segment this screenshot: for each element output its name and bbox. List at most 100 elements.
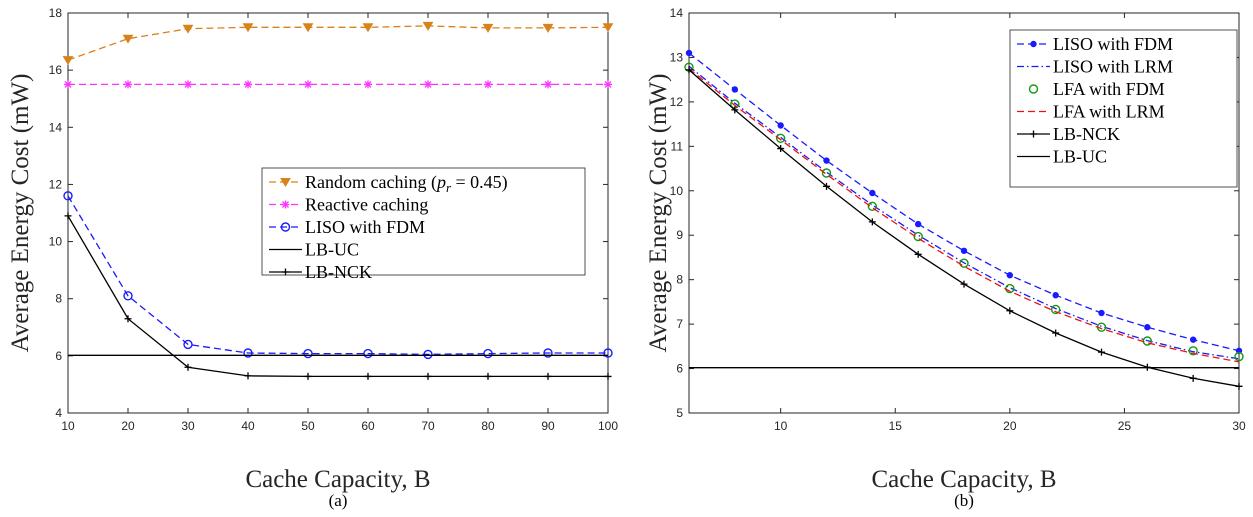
data-point	[484, 372, 492, 380]
series-line	[67, 215, 608, 378]
data-point	[777, 122, 784, 129]
x-tick-label: 20	[121, 419, 135, 433]
y-tick-label: 4	[55, 406, 62, 420]
legend-label: LB-UC	[305, 240, 359, 260]
legend-marker	[280, 222, 291, 232]
data-point	[1188, 346, 1198, 356]
data-point	[602, 23, 614, 33]
legend-item-lfa-with-fdm: LFA with FDM	[1028, 79, 1165, 99]
data-point	[63, 191, 73, 201]
data-point	[1052, 292, 1059, 299]
data-point	[869, 189, 876, 197]
data-point	[604, 372, 612, 380]
legend-marker	[280, 178, 291, 187]
data-point	[1006, 272, 1014, 279]
data-point	[422, 21, 434, 31]
y-tick-label: 13	[670, 50, 684, 64]
data-point	[1052, 329, 1060, 337]
x-tick-label: 70	[421, 419, 435, 433]
data-point	[242, 23, 254, 33]
data-point	[302, 23, 314, 33]
data-point	[603, 348, 613, 358]
legend-label: LISO with FDM	[305, 217, 425, 237]
x-tick-label: 50	[301, 419, 315, 433]
data-point	[731, 106, 739, 114]
legend-marker	[282, 268, 289, 276]
y-tick-label: 18	[49, 6, 63, 20]
data-point	[184, 80, 192, 89]
series-lb-nck	[64, 212, 612, 380]
data-point	[867, 201, 878, 212]
series-liso-with-lrm	[688, 65, 1240, 360]
legend-label: Random caching (pr = 0.45)	[305, 172, 508, 195]
series-liso-with-fdm	[685, 49, 1243, 354]
data-point	[913, 231, 923, 242]
series-random-caching-p-r-0-45	[62, 21, 614, 66]
legend-item-random-caching-p-r-0-45: Random caching (pr = 0.45)	[269, 172, 508, 195]
panel-caption: (b)	[954, 491, 974, 510]
data-point	[1050, 304, 1061, 315]
data-point	[244, 80, 252, 89]
legend-label: Reactive caching	[305, 195, 428, 215]
x-tick-label: 60	[361, 419, 375, 433]
data-point	[183, 339, 193, 350]
y-tick-label: 10	[670, 184, 684, 198]
data-point	[124, 315, 132, 323]
x-tick-label: 10	[774, 419, 788, 433]
legend-item-liso-with-fdm: LISO with FDM	[269, 217, 425, 237]
data-point	[243, 348, 253, 358]
legend-box	[261, 167, 586, 276]
y-tick-label: 16	[49, 63, 63, 77]
data-point	[960, 280, 968, 288]
data-point	[777, 145, 785, 153]
data-point	[484, 80, 492, 89]
x-tick-label: 40	[241, 419, 255, 433]
y-tick-label: 7	[676, 317, 683, 331]
data-point	[123, 291, 133, 301]
series-line	[688, 68, 1240, 363]
legend-label: LB-UC	[1053, 147, 1107, 167]
data-point	[304, 80, 312, 89]
legend-marker	[281, 200, 290, 209]
data-point	[362, 23, 374, 33]
data-point	[821, 168, 832, 178]
data-point	[424, 80, 432, 89]
y-tick-label: 9	[676, 228, 683, 242]
legend-item-lb-nck: LB-NCK	[269, 262, 372, 282]
series-reactive-caching	[64, 80, 612, 89]
x-axis-label: Cache Capacity, B	[245, 466, 430, 493]
data-point	[182, 24, 194, 34]
data-point	[364, 80, 372, 89]
data-point	[1235, 382, 1243, 390]
legend-label: LISO with FDM	[1053, 34, 1173, 54]
data-point	[544, 80, 552, 89]
y-tick-label: 6	[55, 349, 62, 363]
legend-label: LB-NCK	[305, 262, 372, 282]
legend: Random caching (pr = 0.45)Reactive cachi…	[261, 167, 586, 282]
series-liso-with-fdm	[63, 191, 613, 360]
data-point	[482, 23, 494, 33]
legend-marker	[1030, 40, 1037, 48]
legend-item-lb-uc: LB-UC	[269, 240, 359, 260]
legend-item-lb-nck: LB-NCK	[1017, 124, 1120, 144]
x-tick-label: 30	[181, 419, 195, 433]
data-point	[868, 218, 876, 226]
legend-item-reactive-caching: Reactive caching	[269, 195, 428, 215]
y-tick-label: 6	[676, 362, 683, 376]
data-point	[685, 49, 693, 57]
data-point	[823, 182, 830, 190]
y-tick-label: 12	[49, 177, 63, 191]
data-point	[304, 372, 312, 380]
data-point	[364, 372, 372, 380]
y-tick-label: 10	[49, 235, 63, 249]
x-tick-label: 15	[889, 419, 903, 433]
data-point	[1234, 351, 1244, 362]
y-tick-label: 8	[55, 292, 62, 306]
data-point	[303, 348, 313, 359]
data-point	[823, 157, 830, 164]
legend-label: LISO with LRM	[1053, 57, 1173, 77]
y-tick-label: 8	[676, 273, 683, 287]
series-lfa-with-lrm	[688, 68, 1240, 363]
